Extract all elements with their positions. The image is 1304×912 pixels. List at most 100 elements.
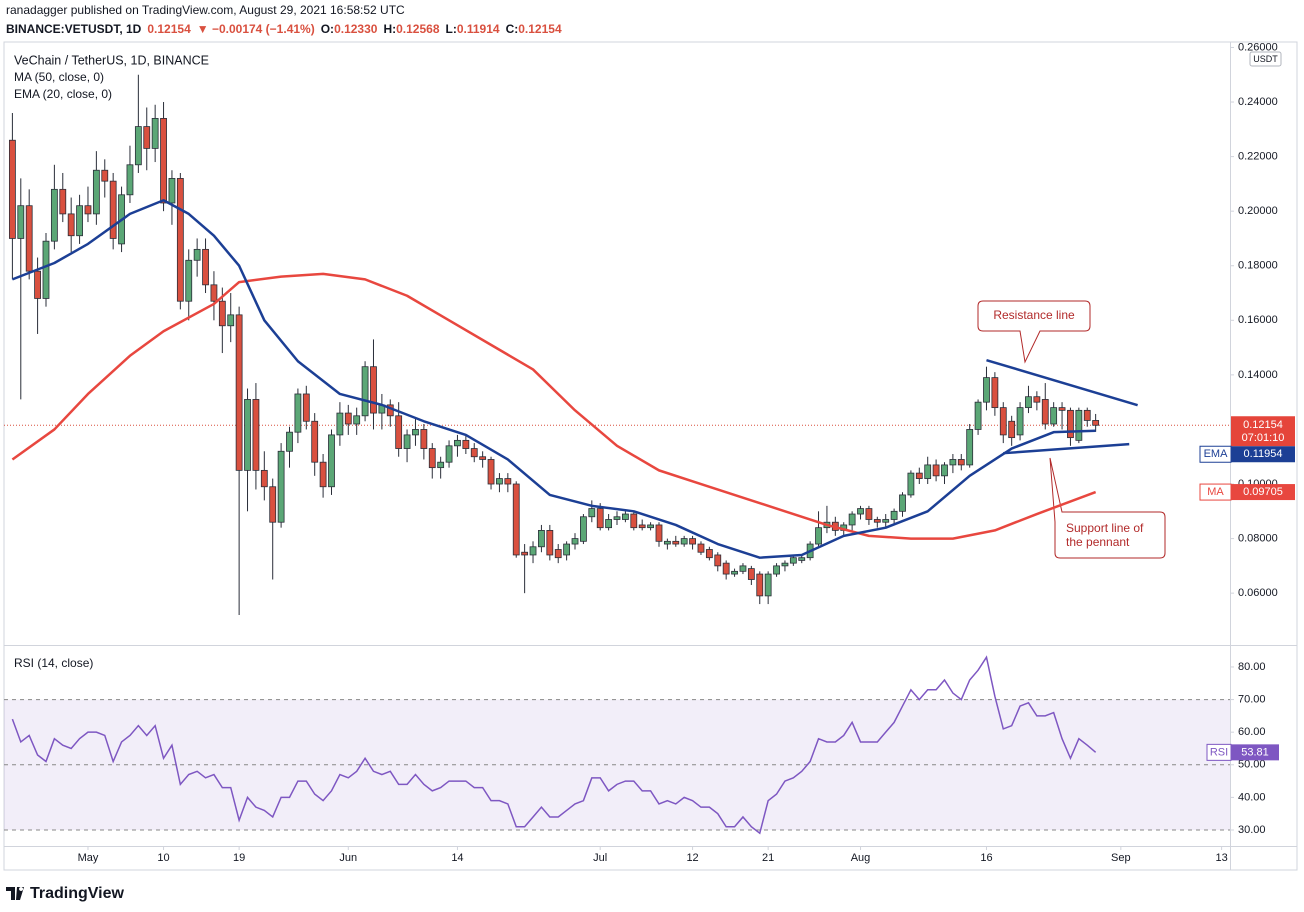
candle-body <box>773 565 780 575</box>
candle-body <box>420 429 428 449</box>
ohlc-value: 0.12330 <box>334 22 378 36</box>
candle-body <box>714 554 722 567</box>
candle-body <box>1092 420 1100 426</box>
candle-body <box>672 540 680 545</box>
candle-body <box>25 205 33 272</box>
frame <box>3 41 1298 871</box>
candle-body <box>496 478 503 485</box>
candle-body <box>588 508 596 518</box>
candle-body <box>999 407 1007 436</box>
candle-body <box>143 126 151 149</box>
tag-name: EMA <box>1204 448 1229 460</box>
candle-body <box>580 516 587 542</box>
y-tick-label: 0.22000 <box>1238 151 1278 163</box>
candle-body <box>546 530 554 556</box>
trendline <box>1003 442 1130 455</box>
candle-body <box>160 117 167 204</box>
candle-body <box>286 431 293 452</box>
candle-body <box>17 205 25 239</box>
candle-body <box>915 472 923 479</box>
byline: ranadagger published on TradingView.com,… <box>6 3 405 17</box>
candle-body <box>454 439 461 447</box>
last-price: 0.12154 <box>147 22 191 36</box>
candle-body <box>781 562 789 567</box>
value-tag <box>1231 484 1295 501</box>
candle-body <box>277 450 285 523</box>
candle-body <box>8 139 16 239</box>
candle-body <box>865 508 873 520</box>
candle-body <box>991 377 999 409</box>
candle-body <box>848 513 856 526</box>
candle-body <box>655 524 663 542</box>
last-price-tag <box>1231 416 1295 447</box>
rsi-value-label: 53.81 <box>1241 746 1269 758</box>
rsi-band <box>4 699 1230 830</box>
candle-body <box>512 483 520 556</box>
candle-body <box>470 448 478 458</box>
candle-body <box>193 248 201 261</box>
candle-body <box>983 377 990 403</box>
x-tick-label: 16 <box>980 852 992 864</box>
symbol-legend: VeChain / TetherUS, 1D, BINANCE <box>14 53 209 67</box>
candle-body <box>185 259 193 302</box>
candle-body <box>924 464 932 479</box>
brand: TradingView <box>30 885 125 902</box>
candle-body <box>571 538 579 545</box>
candle-body <box>479 456 487 460</box>
y-tick-label: 0.20000 <box>1238 205 1278 217</box>
annotation-text: the pennant <box>1066 535 1130 549</box>
x-tick-label: 21 <box>762 852 774 864</box>
y-tick-label: 0.16000 <box>1238 314 1278 326</box>
candle-body <box>294 393 302 433</box>
candle-body <box>42 240 50 299</box>
candle-body <box>109 180 117 239</box>
candle-body <box>227 314 235 327</box>
rsi-tick-label: 30.00 <box>1238 824 1266 836</box>
candle-body <box>966 429 974 466</box>
candle-body <box>521 551 529 556</box>
quote-line: BINANCE:VETUSDT, 1D 0.12154 ▼ −0.00174 (−1… <box>6 22 562 36</box>
candle-body <box>50 188 58 242</box>
x-tick-label: 12 <box>686 852 698 864</box>
x-tick-label: Jul <box>593 852 607 864</box>
candle-body <box>34 270 41 299</box>
rsi-tick-label: 40.00 <box>1238 791 1266 803</box>
candle-body <box>428 448 436 469</box>
candle-body <box>563 543 571 556</box>
x-tick-label: 13 <box>1215 852 1227 864</box>
indicator-line <box>11 199 1096 559</box>
candle-body <box>932 464 940 477</box>
indicator-line <box>11 272 1097 540</box>
ohlc-key: O: <box>321 22 334 36</box>
candle-body <box>680 538 688 545</box>
candle-body <box>899 494 906 512</box>
candle-body <box>134 126 142 166</box>
candle-body <box>210 284 218 302</box>
candle-body <box>941 464 948 477</box>
candle-body <box>1025 396 1032 409</box>
tag-name: RSI <box>1210 746 1228 758</box>
candle-body <box>722 562 730 575</box>
rsi-line <box>11 655 1097 835</box>
candle-body <box>747 568 755 580</box>
candle-body <box>67 213 75 237</box>
candle-body <box>487 459 495 485</box>
candle-body <box>260 469 268 488</box>
unit-box <box>1249 51 1282 67</box>
value-tag-label: 0.11954 <box>1244 448 1283 460</box>
candle-body <box>1016 407 1024 436</box>
candle-body <box>697 543 705 553</box>
change: ▼ −0.00174 (−1.41%) <box>197 22 315 36</box>
candle-body <box>630 513 638 529</box>
candle-body <box>798 557 806 561</box>
candle-body <box>437 461 445 469</box>
ohlc-value: 0.12154 <box>518 22 562 36</box>
value-tag-label: 0.09705 <box>1243 486 1283 498</box>
candle-body <box>647 524 654 529</box>
rsi-tick-label: 50.00 <box>1238 759 1266 771</box>
x-tick-label: 10 <box>157 852 169 864</box>
candle-body <box>890 510 898 520</box>
rsi-legend: RSI (14, close) <box>14 656 93 670</box>
